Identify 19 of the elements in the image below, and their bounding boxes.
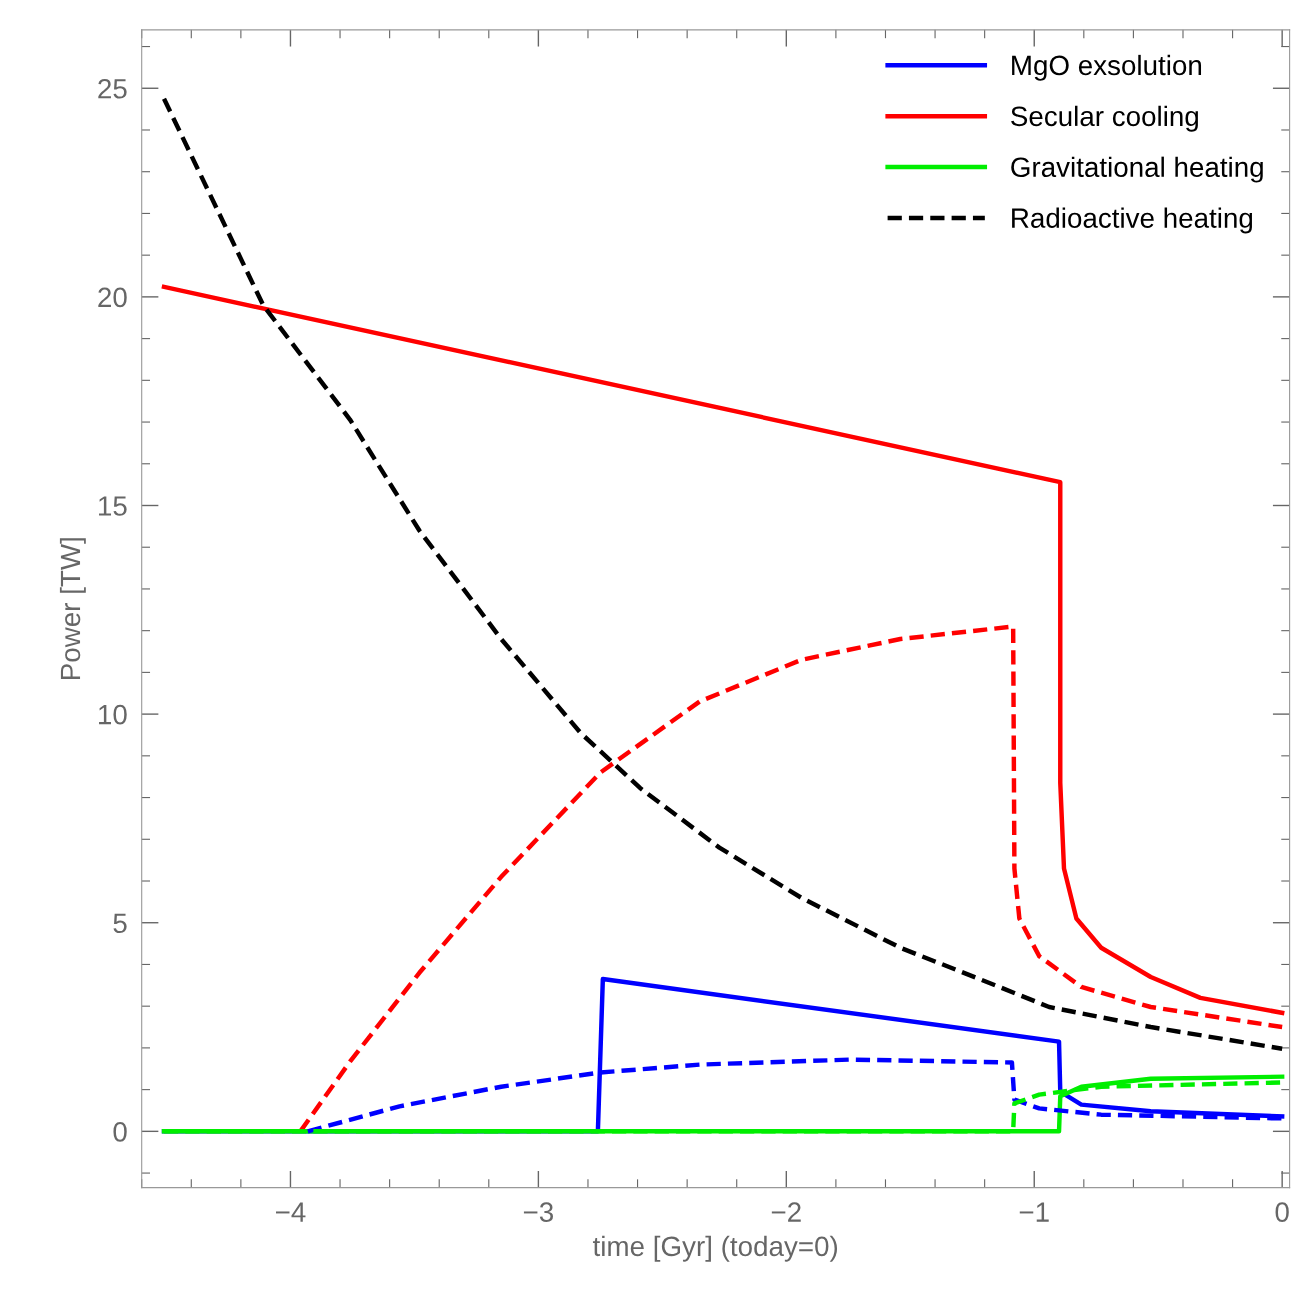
x-axis-title: time [Gyr] (today=0) [592, 1235, 838, 1262]
y-tick-label: 25 [98, 78, 127, 99]
y-axis-title: Power [TW] [59, 538, 86, 680]
x-tick-label: 0 [1275, 1202, 1289, 1222]
y-tick-label: 15 [99, 496, 127, 516]
y-tick-label: 10 [99, 704, 127, 725]
legend-label: Secular cooling [1011, 105, 1198, 132]
line-series [161, 284, 1285, 1016]
line-series [161, 96, 1285, 1051]
legend-label: MgO exsolution [1012, 54, 1202, 81]
x-tick-label: −3 [523, 1202, 553, 1222]
legend-label: Radioactive heating [1012, 207, 1253, 234]
legend-label: Gravitational heating [1011, 156, 1263, 183]
y-tick-label: 5 [113, 913, 127, 934]
y-tick-label: 20 [98, 287, 127, 308]
x-tick-label: −1 [1019, 1202, 1049, 1222]
x-tick-label: −4 [275, 1202, 306, 1222]
x-tick-label: −2 [771, 1202, 801, 1222]
y-tick-label: 0 [113, 1122, 127, 1142]
